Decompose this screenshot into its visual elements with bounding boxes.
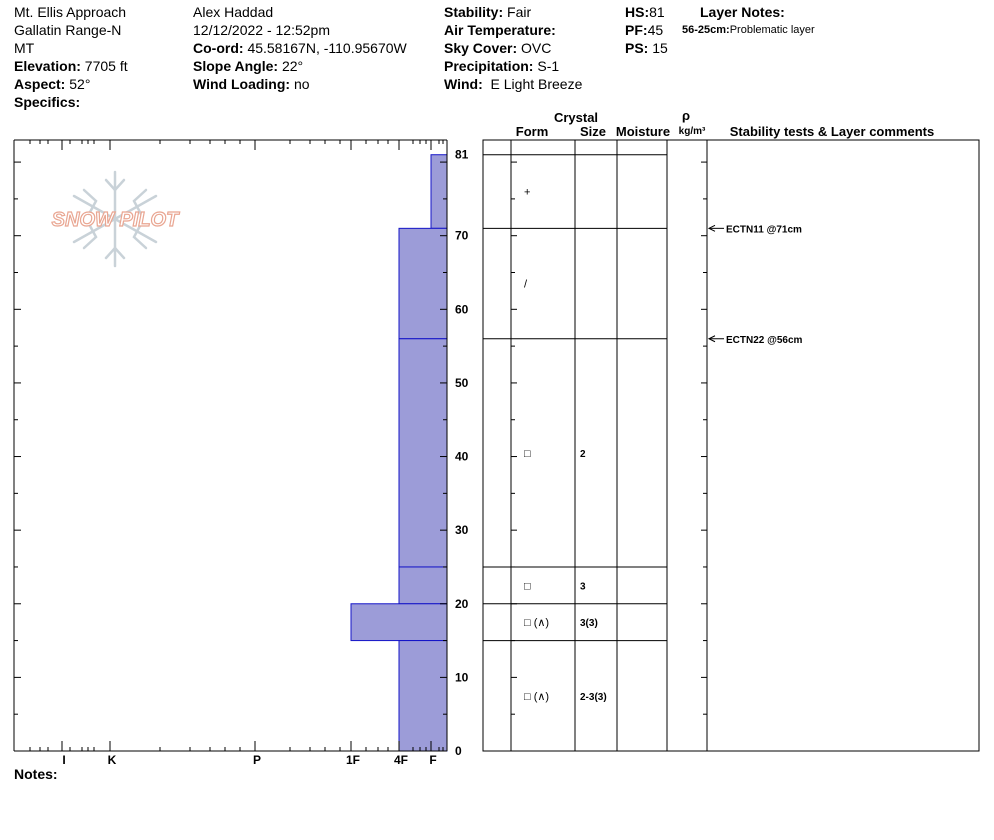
x-tick-label-F: F [429, 753, 436, 767]
ps-label: PS: [625, 40, 649, 56]
layer-form-1: / [524, 279, 528, 291]
layer-form-5: □ (∧) [524, 691, 549, 703]
y-tick-label: 50 [455, 376, 469, 390]
sky-value: OVC [521, 40, 552, 56]
notes-label: Notes: [14, 766, 58, 782]
hardness-bar-4 [350, 603, 448, 642]
hardness-bar-3 [398, 566, 448, 605]
layer-notes-range: 56-25cm: [682, 24, 730, 36]
slope-value: 22° [281, 58, 304, 74]
hs-label: HS: [625, 4, 650, 20]
location: Mt. Ellis Approach [14, 4, 127, 20]
x-tick-label-4F: 4F [394, 753, 408, 767]
wind-loading-label: Wind Loading: [193, 76, 291, 92]
stability-arrow-head-0 [707, 224, 716, 232]
layer-table-frame [482, 139, 980, 752]
y-tick-label: 40 [455, 450, 469, 464]
stability-header: Stability tests & Layer comments [730, 124, 934, 139]
hardness-bar-0 [430, 154, 448, 229]
stability-test-0: ECTN11 @71cm [726, 224, 802, 235]
x-tick-label-I: I [62, 753, 65, 767]
header-col3: Stability: Fair Air Temperature: Sky Cov… [444, 3, 582, 93]
hardness-bar-2 [398, 338, 448, 568]
layer-notes-title: Layer Notes: [700, 4, 785, 20]
layer-form-2: □ [524, 448, 531, 460]
state: MT [14, 40, 35, 56]
slope-label: Slope Angle: [193, 58, 279, 74]
wind-loading-value: no [293, 76, 310, 92]
elevation-label: Elevation: [14, 58, 81, 74]
layer-form-4: □ (∧) [524, 617, 549, 629]
y-tick-label: 10 [455, 670, 469, 684]
pf-value: 45 [647, 22, 664, 38]
specifics-label: Specifics: [14, 94, 81, 110]
stability-arrow-head-1 [707, 335, 716, 343]
aspect-label: Aspect: [14, 76, 66, 92]
layer-notes: Layer Notes: 56-25cm:Problematic layer [682, 3, 815, 39]
layer-form-3: □ [524, 580, 531, 592]
rho-header: ρ [682, 108, 690, 123]
y-tick-label: 81 [455, 148, 469, 162]
wind-label: Wind: [444, 76, 483, 92]
hardness-bar-1 [398, 227, 448, 340]
snowpilot-logo: SNOW PILOT [51, 170, 181, 268]
y-tick-label: 60 [455, 302, 469, 316]
header-col1: Mt. Ellis Approach Gallatin Range-N MT E… [14, 3, 128, 111]
observer: Alex Haddad [193, 4, 274, 20]
hs-value: 81 [649, 4, 665, 20]
snowflake-icon [72, 170, 158, 268]
elevation-value: 7705 ft [84, 58, 128, 74]
range: Gallatin Range-N [14, 22, 122, 38]
air-temp-label: Air Temperature: [444, 22, 556, 38]
coord-label: Co-ord: [193, 40, 244, 56]
hardness-bar-5 [398, 640, 448, 752]
x-tick-label-K: K [108, 753, 117, 767]
layer-size-5: 2-3(3) [580, 692, 607, 703]
x-tick-label-1F: 1F [346, 753, 360, 767]
stability-value: Fair [507, 4, 532, 20]
layer-notes-text: Problematic layer [729, 24, 815, 36]
precip-label: Precipitation: [444, 58, 534, 74]
layer-size-2: 2 [580, 449, 586, 460]
aspect-value: 52° [69, 76, 91, 92]
y-tick-label: 20 [455, 597, 469, 611]
size-header: Size [580, 124, 606, 139]
coord-value: 45.58167N, -110.95670W [247, 40, 407, 56]
logo-text: SNOW PILOT [52, 209, 180, 231]
y-tick-label: 30 [455, 523, 469, 537]
density-header: kg/m³ [679, 126, 706, 137]
layer-size-4: 3(3) [580, 618, 598, 629]
wind-value: E Light Breeze [490, 76, 583, 92]
form-header: Form [516, 124, 549, 139]
header-col2: Alex Haddad 12/12/2022 - 12:52pm Co-ord:… [193, 3, 407, 93]
crystal-header: Crystal [554, 110, 598, 125]
x-tick-label-P: P [253, 753, 261, 767]
layer-form-0: + [524, 187, 530, 199]
precip-value: S-1 [537, 58, 560, 74]
header-col4: HS:81 PF:45 PS: 15 [625, 3, 668, 57]
stability-label: Stability: [444, 4, 504, 20]
y-tick-label: 70 [455, 229, 469, 243]
layer-size-3: 3 [580, 581, 586, 592]
stability-test-1: ECTN22 @56cm [726, 335, 803, 346]
moisture-header: Moisture [616, 124, 670, 139]
sky-label: Sky Cover: [444, 40, 518, 56]
pf-label: PF: [625, 22, 648, 38]
y-tick-label: 0 [455, 744, 462, 758]
ps-value: 15 [652, 40, 668, 56]
datetime: 12/12/2022 - 12:52pm [193, 22, 330, 38]
